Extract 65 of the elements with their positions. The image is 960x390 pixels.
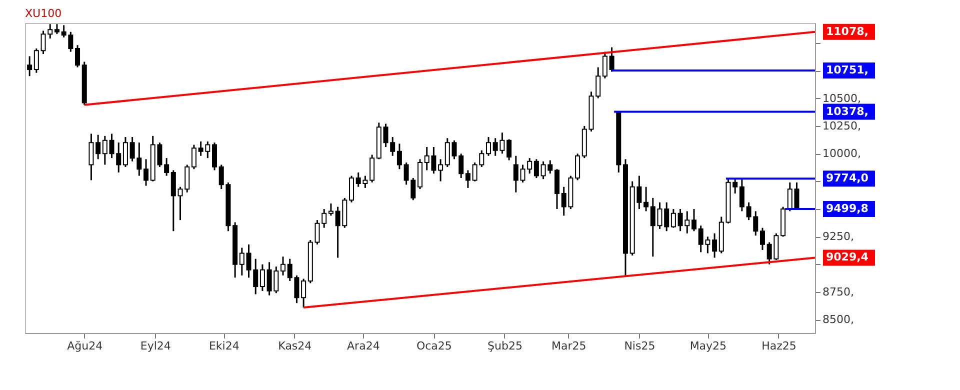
candlestick — [239, 247, 244, 276]
candlestick — [732, 178, 738, 194]
candlestick — [349, 175, 354, 204]
y-tick-label: 10500, — [822, 92, 861, 105]
candlestick — [75, 44, 80, 68]
candlestick — [739, 178, 744, 212]
x-tick-label: Eki24 — [208, 340, 240, 352]
candlestick — [691, 208, 696, 232]
candlestick — [486, 136, 491, 157]
candlestick — [34, 48, 39, 74]
y-tick-label: 10250, — [822, 119, 861, 132]
series-label: 10751, — [826, 63, 868, 76]
x-tick-label: Oca25 — [416, 340, 452, 352]
candlestick — [102, 135, 108, 166]
y-tick-label: 8750, — [822, 286, 854, 299]
candlestick — [670, 208, 676, 229]
candlestick — [527, 157, 532, 174]
candlestick — [328, 202, 334, 216]
candlestick — [191, 144, 196, 170]
candlestick — [760, 227, 765, 251]
candlestick — [54, 23, 60, 35]
candlestick — [465, 170, 470, 189]
candlestick — [280, 256, 286, 276]
series-label: 10378, — [826, 104, 868, 118]
chart-title: XU100 — [25, 7, 62, 20]
x-tick-label: Ağu24 — [67, 340, 103, 352]
candlestick — [458, 152, 464, 179]
candlestick — [575, 152, 580, 181]
candlestick — [712, 232, 718, 258]
y-tick-label: 9250, — [822, 230, 854, 244]
candlestick — [554, 168, 560, 210]
x-tick-label: Ara24 — [347, 340, 380, 352]
candlestick — [664, 202, 670, 232]
x-tick-label: Şub25 — [488, 340, 522, 352]
candlestick — [212, 142, 218, 171]
candlestick — [96, 134, 101, 160]
candlestick — [301, 278, 306, 308]
candlestick — [27, 55, 32, 77]
candlestick — [122, 136, 128, 168]
candlestick — [438, 158, 444, 182]
series-label: 9029,4 — [826, 250, 869, 264]
x-tick-label: Nis25 — [624, 340, 656, 352]
candlestick — [506, 138, 512, 162]
candlestick — [534, 158, 539, 179]
y-tick-label: 10000, — [822, 147, 861, 160]
candlestick — [164, 157, 170, 177]
x-tick-label: Eyl24 — [140, 340, 171, 352]
candlestick — [396, 142, 402, 170]
candlestick — [88, 132, 94, 181]
candlestick — [260, 264, 265, 292]
x-tick-label: Kas24 — [278, 340, 312, 352]
candlestick — [596, 66, 601, 100]
candlestick — [144, 158, 149, 186]
series-label: 11078, — [826, 24, 868, 38]
x-tick-label: Mar25 — [552, 340, 586, 352]
x-tick-label: May25 — [690, 340, 727, 352]
series-label: 9774,0 — [826, 172, 869, 185]
candlestick — [602, 51, 608, 80]
x-tick-label: Haz25 — [762, 340, 796, 352]
candlestick — [644, 186, 649, 212]
candlestick — [370, 154, 375, 184]
candlestick — [609, 46, 614, 72]
series-label: 9499,8 — [826, 202, 868, 216]
candlestick — [170, 170, 176, 232]
y-tick-label: 8500, — [822, 313, 854, 326]
